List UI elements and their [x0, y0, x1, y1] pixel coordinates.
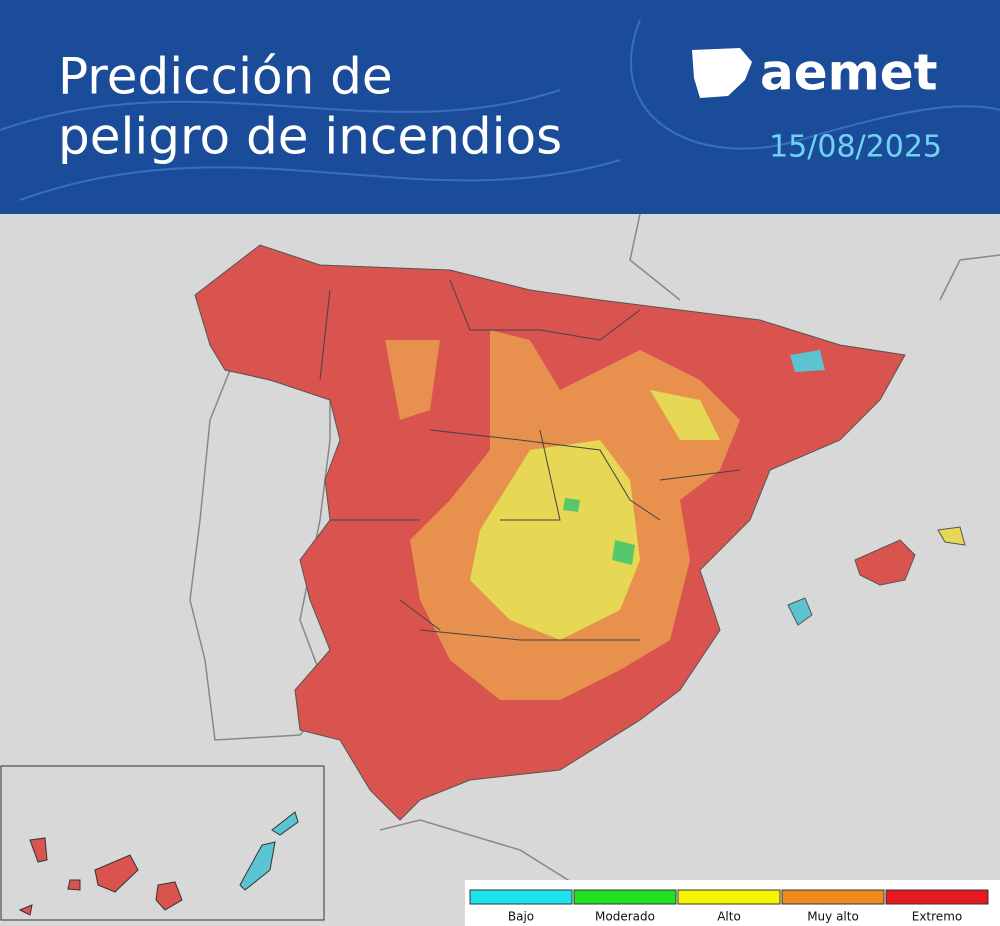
moderate-zone	[563, 498, 635, 565]
logo-icon	[692, 48, 752, 98]
mallorca	[854, 539, 916, 586]
canary-islands	[239, 811, 299, 891]
legend-label: Extremo	[912, 910, 962, 924]
header-band	[0, 0, 1000, 214]
header-decoration	[0, 19, 1000, 201]
logo-text: aemet	[760, 44, 938, 102]
legend-label: Moderado	[595, 910, 655, 924]
legend-swatch	[885, 889, 989, 905]
legend: Bajo Moderado Alto Muy alto Extremo	[469, 889, 989, 924]
legend-label: Bajo	[508, 910, 534, 924]
low-zone	[790, 350, 825, 372]
portugal	[189, 369, 331, 741]
canary-islands	[18, 837, 183, 916]
region-borders	[319, 279, 741, 641]
legend-swatch	[781, 889, 885, 905]
very-high-zone	[385, 340, 440, 420]
date: 15/08/2025	[769, 130, 942, 165]
legend-label: Muy alto	[807, 910, 859, 924]
ibiza	[787, 597, 813, 626]
menorca	[937, 526, 966, 546]
legend-label: Alto	[717, 910, 741, 924]
legend-swatch	[469, 889, 573, 905]
title-line: peligro de incendios	[58, 108, 562, 166]
legend-swatch	[573, 889, 677, 905]
title-line: Predicción de	[58, 48, 393, 106]
high-zone	[470, 390, 720, 640]
legend-swatch	[677, 889, 781, 905]
